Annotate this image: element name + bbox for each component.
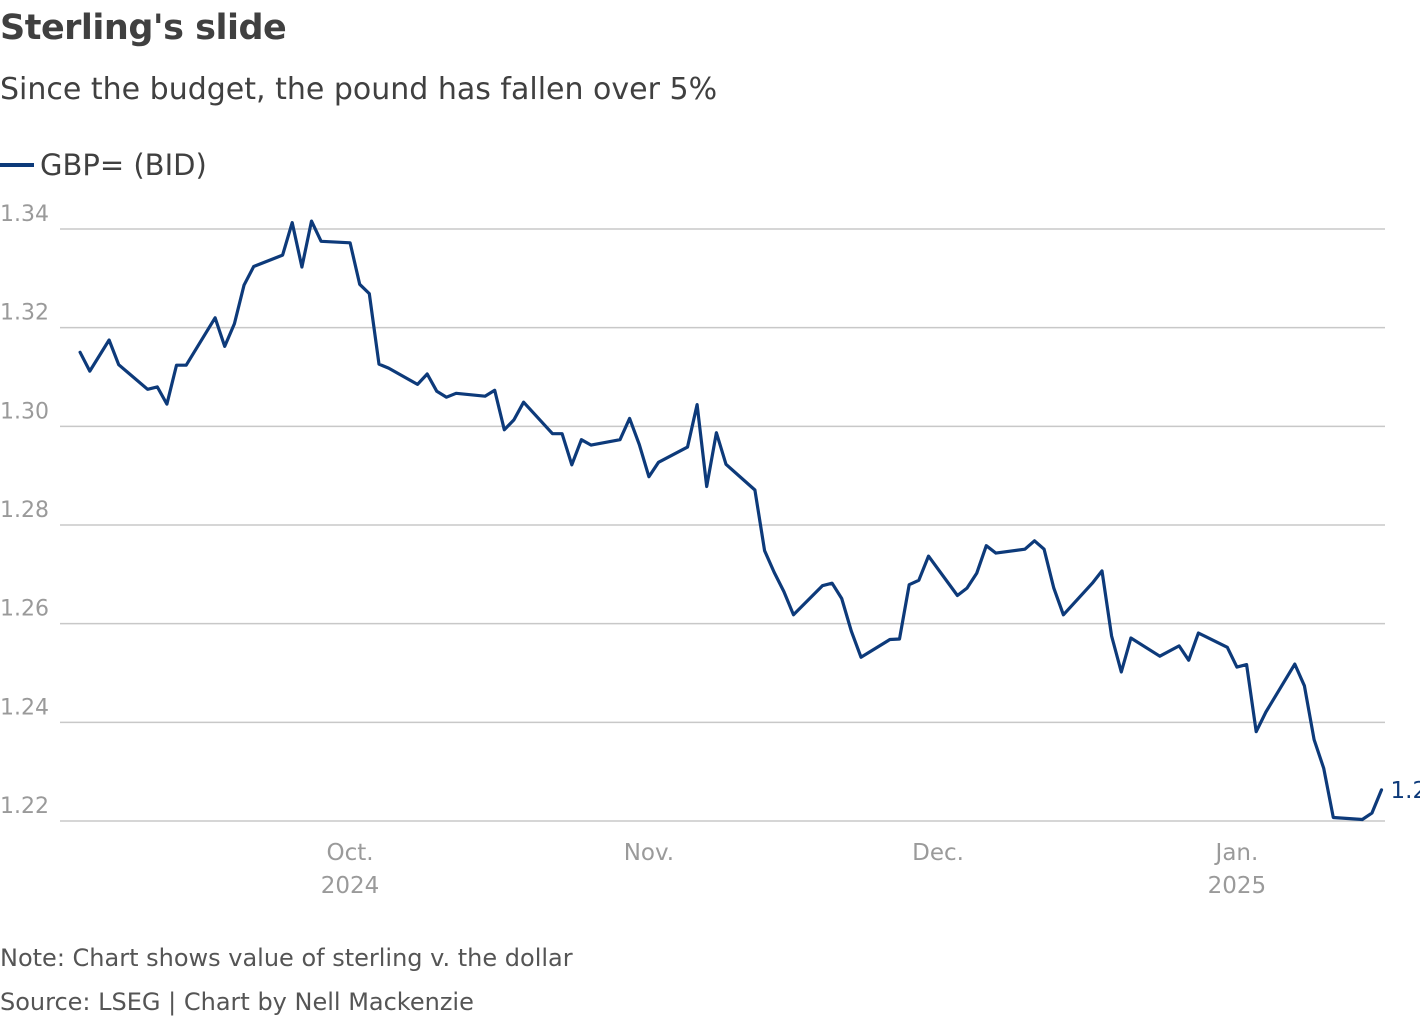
series-layer: 1.23 [78, 219, 1420, 822]
y-tick-label: 1.30 [0, 399, 49, 424]
legend: GBP= (BID) [0, 148, 207, 182]
x-tick-label-month: Jan. [1214, 840, 1259, 866]
y-tick-label: 1.22 [0, 794, 49, 819]
y-tick-label: 1.24 [0, 695, 49, 720]
x-tick-label-month: Nov. [624, 840, 674, 866]
x-tick-label-year: 2025 [1208, 873, 1267, 899]
gridlines [60, 228, 1385, 822]
legend-label: GBP= (BID) [40, 148, 207, 182]
chart-title: Sterling's slide [0, 8, 287, 48]
x-tick-label-year: 2024 [321, 873, 380, 899]
chart-note: Note: Chart shows value of sterling v. t… [0, 944, 573, 972]
y-axis-ticks: 1.34 1.32 1.30 1.28 1.26 1.24 1.22 [0, 202, 49, 819]
legend-swatch [0, 163, 34, 167]
series-line-gbp [78, 219, 1384, 822]
x-axis-ticks: Oct. 2024 Nov. Dec. Jan. 2025 [321, 840, 1266, 899]
y-tick-label: 1.34 [0, 202, 49, 227]
y-tick-label: 1.32 [0, 301, 49, 326]
y-tick-label: 1.26 [0, 597, 49, 622]
x-tick-label-month: Dec. [912, 840, 964, 866]
last-value-label: 1.23 [1391, 778, 1420, 804]
x-tick-label-month: Oct. [327, 840, 374, 866]
chart-subtitle: Since the budget, the pound has fallen o… [0, 72, 718, 107]
y-tick-label: 1.28 [0, 498, 49, 523]
chart-source: Source: LSEG | Chart by Nell Mackenzie [0, 988, 474, 1016]
